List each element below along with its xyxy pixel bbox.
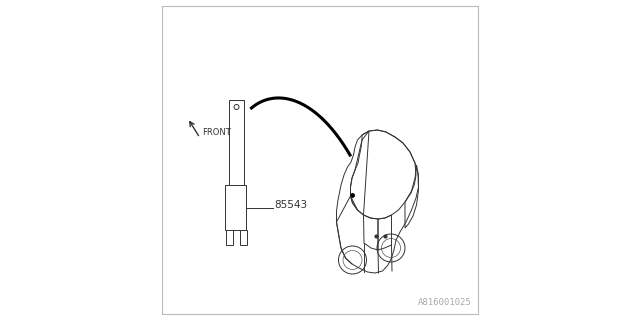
Bar bbox=[225, 185, 246, 230]
Circle shape bbox=[234, 105, 239, 109]
Bar bbox=[226, 230, 233, 245]
Text: 85543: 85543 bbox=[274, 200, 307, 210]
Bar bbox=[240, 230, 247, 245]
Text: A816001025: A816001025 bbox=[419, 298, 472, 307]
Bar bbox=[229, 100, 244, 185]
Text: FRONT: FRONT bbox=[203, 127, 231, 137]
